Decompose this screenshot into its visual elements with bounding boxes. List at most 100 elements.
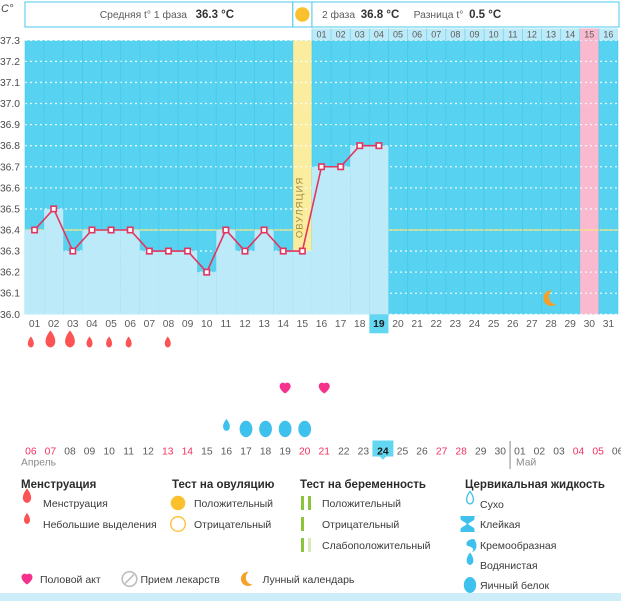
svg-text:36.5: 36.5 (0, 204, 20, 215)
svg-text:Менструация: Менструация (21, 479, 96, 491)
svg-text:23: 23 (450, 319, 462, 330)
svg-text:22: 22 (338, 446, 350, 457)
svg-text:10: 10 (201, 319, 213, 330)
svg-text:36.4: 36.4 (0, 225, 20, 236)
svg-text:09: 09 (182, 319, 194, 330)
svg-text:01: 01 (514, 446, 526, 457)
svg-text:11: 11 (508, 29, 517, 39)
svg-text:07: 07 (431, 29, 441, 39)
svg-text:21: 21 (411, 319, 423, 330)
svg-text:07: 07 (45, 446, 57, 457)
svg-text:06: 06 (25, 446, 37, 457)
svg-text:30: 30 (584, 319, 596, 330)
svg-text:14: 14 (182, 446, 194, 457)
svg-text:Половой акт: Половой акт (40, 574, 101, 586)
svg-text:17: 17 (335, 319, 347, 330)
svg-text:11: 11 (123, 446, 134, 457)
svg-text:06: 06 (412, 29, 422, 39)
svg-text:Кремообразная: Кремообразная (480, 540, 556, 552)
svg-text:16: 16 (221, 446, 233, 457)
svg-text:25: 25 (488, 319, 500, 330)
svg-text:Яичный белок: Яичный белок (480, 580, 550, 592)
svg-text:15: 15 (584, 29, 594, 39)
svg-text:Клейкая: Клейкая (480, 519, 520, 531)
svg-text:14: 14 (278, 319, 290, 330)
svg-text:Положительный: Положительный (194, 498, 273, 510)
svg-text:09: 09 (470, 29, 480, 39)
svg-text:Небольшие выделения: Небольшие выделения (43, 519, 157, 531)
svg-text:36.8: 36.8 (0, 141, 20, 152)
svg-text:13: 13 (162, 446, 174, 457)
svg-text:37.0: 37.0 (0, 99, 20, 110)
svg-text:02: 02 (534, 446, 546, 457)
svg-text:05: 05 (592, 446, 604, 457)
svg-text:25: 25 (397, 446, 409, 457)
svg-text:14: 14 (565, 29, 575, 39)
svg-text:01: 01 (316, 29, 326, 39)
svg-text:36.6: 36.6 (0, 183, 20, 194)
svg-text:04: 04 (374, 29, 384, 39)
svg-text:Май: Май (516, 458, 536, 469)
svg-text:27: 27 (436, 446, 448, 457)
svg-text:04: 04 (573, 446, 585, 457)
svg-text:15: 15 (201, 446, 213, 457)
svg-text:16: 16 (316, 319, 328, 330)
svg-text:03: 03 (355, 29, 365, 39)
svg-text:24: 24 (469, 319, 481, 330)
svg-text:26: 26 (507, 319, 519, 330)
svg-text:09: 09 (84, 446, 96, 457)
svg-text:36.3: 36.3 (0, 247, 20, 258)
svg-text:18: 18 (260, 446, 272, 457)
svg-text:08: 08 (64, 446, 76, 457)
svg-text:Менструация: Менструация (43, 498, 108, 510)
svg-text:02: 02 (336, 29, 346, 39)
svg-text:22: 22 (431, 319, 443, 330)
svg-text:37.3: 37.3 (0, 36, 20, 47)
svg-text:36.1: 36.1 (0, 289, 20, 300)
svg-text:05: 05 (393, 29, 403, 39)
svg-text:01: 01 (29, 319, 41, 330)
svg-text:Водянистая: Водянистая (480, 560, 538, 572)
svg-text:10: 10 (103, 446, 115, 457)
svg-text:12: 12 (142, 446, 154, 457)
svg-text:ОВУЛЯЦИЯ: ОВУЛЯЦИЯ (294, 177, 304, 238)
svg-text:29: 29 (475, 446, 487, 457)
svg-text:37.2: 37.2 (0, 57, 20, 68)
svg-text:02: 02 (48, 319, 60, 330)
svg-text:18: 18 (354, 319, 366, 330)
svg-text:24: 24 (377, 446, 389, 457)
svg-text:07: 07 (144, 319, 156, 330)
svg-text:27: 27 (526, 319, 538, 330)
svg-text:26: 26 (416, 446, 428, 457)
svg-text:31: 31 (603, 319, 615, 330)
svg-text:06: 06 (612, 446, 621, 457)
svg-text:2 фаза 36.8 °C Разница t°: 2 фаза 36.8 °C Разница t° 0.5 °C (322, 9, 501, 21)
svg-text:Средняя t° 1 фаза 36.3 °C: Средняя t° 1 фаза 36.3 °C (100, 9, 234, 21)
svg-text:Апрель: Апрель (21, 458, 56, 469)
svg-text:08: 08 (163, 319, 175, 330)
svg-text:12: 12 (527, 29, 537, 39)
svg-text:03: 03 (553, 446, 565, 457)
svg-text:20: 20 (299, 446, 311, 457)
svg-text:12: 12 (239, 319, 251, 330)
svg-text:Лунный календарь: Лунный календарь (263, 574, 355, 586)
svg-text:36.9: 36.9 (0, 120, 20, 131)
svg-text:Отрицательный: Отрицательный (194, 519, 271, 531)
svg-text:04: 04 (86, 319, 98, 330)
svg-text:29: 29 (564, 319, 576, 330)
svg-text:28: 28 (455, 446, 467, 457)
svg-text:19: 19 (279, 446, 291, 457)
svg-text:37.1: 37.1 (0, 78, 20, 89)
svg-text:C°: C° (1, 3, 14, 15)
svg-text:06: 06 (124, 319, 136, 330)
svg-text:20: 20 (392, 319, 404, 330)
svg-text:Тест на беременность: Тест на беременность (300, 479, 426, 491)
svg-text:Прием лекарств: Прием лекарств (141, 574, 221, 586)
svg-text:19: 19 (373, 319, 385, 330)
svg-text:36.0: 36.0 (0, 310, 20, 321)
svg-text:30: 30 (495, 446, 507, 457)
svg-text:13: 13 (258, 319, 270, 330)
svg-text:Цервикальная жидкость: Цервикальная жидкость (465, 479, 605, 491)
svg-text:28: 28 (545, 319, 557, 330)
svg-text:03: 03 (67, 319, 79, 330)
